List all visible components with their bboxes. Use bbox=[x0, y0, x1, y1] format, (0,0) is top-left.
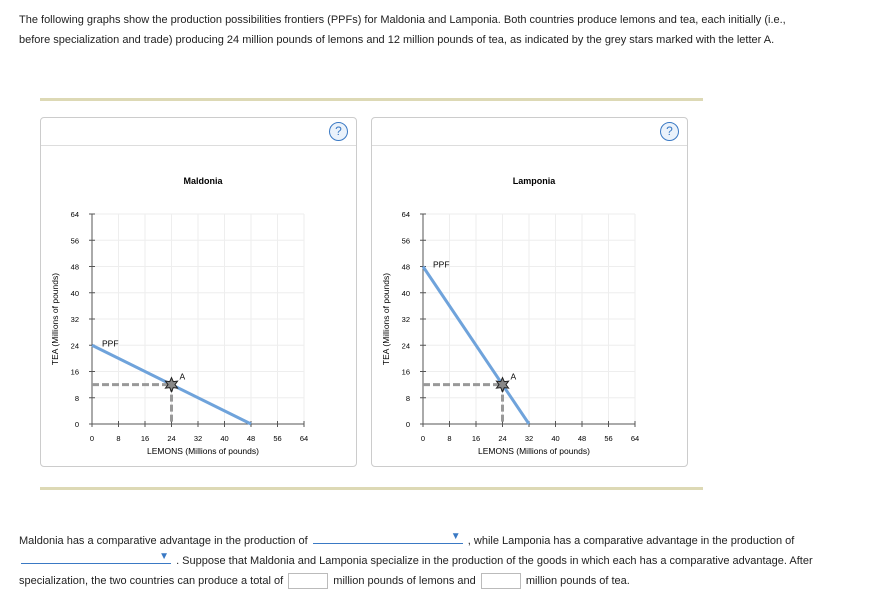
question-text: . Suppose that Maldonia and Lamponia spe… bbox=[19, 555, 813, 587]
y-tick-label: 64 bbox=[402, 210, 410, 219]
x-tick-label: 64 bbox=[631, 434, 639, 443]
y-tick-label: 16 bbox=[71, 368, 79, 377]
lemons-total-input[interactable] bbox=[288, 573, 329, 590]
y-tick-label: 16 bbox=[402, 368, 410, 377]
chart-title: Maldonia bbox=[183, 176, 223, 186]
x-tick-label: 24 bbox=[167, 434, 175, 443]
y-tick-label: 48 bbox=[71, 263, 79, 272]
divider bbox=[40, 487, 703, 490]
x-axis-label: LEMONS (Millions of pounds) bbox=[478, 446, 590, 456]
dropdown-arrow-icon: ▼ bbox=[159, 551, 169, 562]
x-tick-label: 0 bbox=[421, 434, 425, 443]
y-tick-label: 0 bbox=[75, 420, 79, 429]
y-tick-label: 64 bbox=[71, 210, 79, 219]
y-tick-label: 56 bbox=[71, 236, 79, 245]
y-tick-label: 48 bbox=[402, 263, 410, 272]
x-tick-label: 8 bbox=[116, 434, 120, 443]
y-tick-label: 24 bbox=[402, 341, 410, 350]
y-tick-label: 8 bbox=[406, 394, 410, 403]
intro-text: The following graphs show the production… bbox=[19, 14, 786, 46]
question-text: million pounds of tea. bbox=[525, 575, 630, 587]
y-axis-label: TEA (Millions of pounds) bbox=[381, 273, 391, 365]
y-tick-label: 32 bbox=[71, 315, 79, 324]
point-a-star-icon bbox=[164, 376, 179, 393]
dropdown-lamponia-good[interactable]: ▼ bbox=[21, 551, 171, 564]
dropdown-maldonia-good[interactable]: ▼ bbox=[312, 531, 463, 544]
x-tick-label: 24 bbox=[498, 434, 506, 443]
y-tick-label: 40 bbox=[71, 289, 79, 298]
y-axis-label: TEA (Millions of pounds) bbox=[50, 273, 60, 365]
question: Maldonia has a comparative advantage in … bbox=[19, 531, 819, 591]
x-tick-label: 32 bbox=[525, 434, 533, 443]
x-tick-label: 48 bbox=[578, 434, 586, 443]
question-text: million pounds of lemons and bbox=[333, 575, 476, 587]
maldonia-chart: Maldonia 0 8 16 24 32 40 48 56 64 0 8 16 24 32 40 48 56 64… bbox=[50, 176, 308, 456]
tea-total-input[interactable] bbox=[480, 573, 521, 590]
ppf-label: PPF bbox=[433, 260, 450, 270]
y-tick-label: 56 bbox=[402, 236, 410, 245]
x-tick-label: 56 bbox=[273, 434, 281, 443]
ppf-line bbox=[421, 265, 531, 425]
help-icon[interactable]: ? bbox=[329, 122, 348, 141]
y-tick-label: 0 bbox=[406, 420, 410, 429]
y-tick-label: 32 bbox=[402, 315, 410, 324]
x-axis-label: LEMONS (Millions of pounds) bbox=[147, 446, 259, 456]
x-tick-label: 40 bbox=[551, 434, 559, 443]
lamponia-chart: Lamponia 0 8 16 24 32 40 48 56 64 0 8 16 24 32 40 48 56 64… bbox=[381, 176, 639, 456]
y-tick-label: 40 bbox=[402, 289, 410, 298]
x-tick-label: 32 bbox=[194, 434, 202, 443]
point-label: A bbox=[511, 372, 517, 382]
x-tick-label: 40 bbox=[220, 434, 228, 443]
lamponia-graph-panel: ? Lamponia 0 8 16 24 32 40 48 56 64 0 8 16 24 32 40 48 56… bbox=[371, 117, 688, 467]
x-tick-label: 64 bbox=[300, 434, 308, 443]
x-tick-label: 48 bbox=[247, 434, 255, 443]
point-label: A bbox=[180, 372, 186, 382]
x-tick-label: 16 bbox=[472, 434, 480, 443]
x-tick-label: 56 bbox=[604, 434, 612, 443]
point-a-star-icon bbox=[495, 376, 510, 393]
divider bbox=[40, 98, 703, 101]
chart-title: Lamponia bbox=[513, 176, 556, 186]
x-tick-label: 0 bbox=[90, 434, 94, 443]
ppf-label: PPF bbox=[102, 338, 119, 348]
y-tick-label: 24 bbox=[71, 341, 79, 350]
question-text: , while Lamponia has a comparative advan… bbox=[467, 535, 795, 547]
question-text: Maldonia has a comparative advantage in … bbox=[19, 535, 308, 547]
y-tick-label: 8 bbox=[75, 394, 79, 403]
x-tick-label: 16 bbox=[141, 434, 149, 443]
maldonia-graph-panel: ? Maldonia 0 8 16 24 32 40 48 56 64 0 8 16 24 32 40 48 56… bbox=[40, 117, 357, 467]
x-tick-label: 8 bbox=[447, 434, 451, 443]
help-icon[interactable]: ? bbox=[660, 122, 679, 141]
dropdown-arrow-icon: ▼ bbox=[450, 531, 461, 542]
